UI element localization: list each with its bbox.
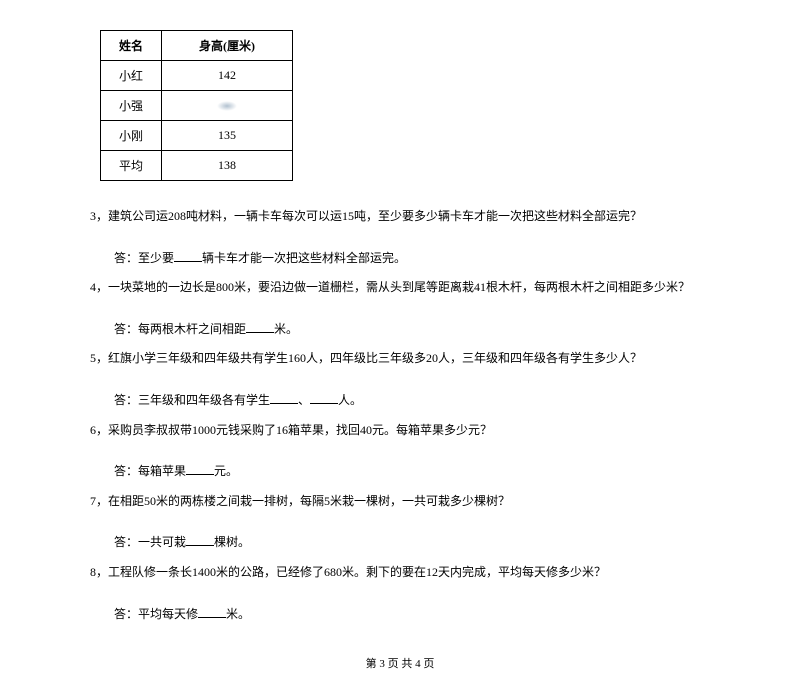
blank-field: [310, 391, 338, 404]
answer-6: 答：每箱苹果 元。: [114, 461, 710, 483]
cell-height: 142: [162, 61, 293, 91]
page-footer: 第 3 页 共 4 页: [90, 655, 710, 671]
question-4: 4，一块菜地的一边长是800米，要沿边做一道栅栏，需从头到尾等距离栽41根木杆，…: [90, 277, 710, 299]
blank-field: [198, 605, 226, 618]
ans-text: 、: [298, 393, 310, 407]
question-7: 7，在相距50米的两栋楼之间栽一排树，每隔5米栽一棵树，一共可栽多少棵树？: [90, 491, 710, 513]
blank-field: [246, 320, 274, 333]
table-row: 小强: [101, 91, 293, 121]
question-3: 3，建筑公司运208吨材料，一辆卡车每次可以运15吨，至少要多少辆卡车才能一次把…: [90, 206, 710, 228]
answer-8: 答：平均每天修 米。: [114, 604, 710, 626]
height-table: 姓名 身高(厘米) 小红 142 小强 小刚 135 平均 138: [100, 30, 293, 181]
question-8: 8，工程队修一条长1400米的公路，已经修了680米。剩下的要在12天内完成，平…: [90, 562, 710, 584]
blank-field: [186, 462, 214, 475]
cell-height: [162, 91, 293, 121]
ans-text: 元。: [214, 464, 238, 478]
table-row: 平均 138: [101, 151, 293, 181]
ans-text: 答：平均每天修: [114, 607, 198, 621]
cell-name: 平均: [101, 151, 162, 181]
ans-text: 答：一共可栽: [114, 535, 186, 549]
header-name: 姓名: [101, 31, 162, 61]
ans-text: 人。: [338, 393, 362, 407]
cell-name: 小红: [101, 61, 162, 91]
ans-text: 米。: [274, 322, 298, 336]
smudge-mark: [217, 101, 237, 111]
ans-text: 辆卡车才能一次把这些材料全部运完。: [202, 251, 406, 265]
cell-name: 小刚: [101, 121, 162, 151]
blank-field: [270, 391, 298, 404]
ans-text: 答：每两根木杆之间相距: [114, 322, 246, 336]
blank-field: [174, 249, 202, 262]
table-row: 小红 142: [101, 61, 293, 91]
blank-field: [186, 533, 214, 546]
answer-3: 答：至少要 辆卡车才能一次把这些材料全部运完。: [114, 248, 710, 270]
cell-height: 138: [162, 151, 293, 181]
ans-text: 答：至少要: [114, 251, 174, 265]
header-height: 身高(厘米): [162, 31, 293, 61]
ans-text: 答：每箱苹果: [114, 464, 186, 478]
question-6: 6，采购员李叔叔带1000元钱采购了16箱苹果，找回40元。每箱苹果多少元？: [90, 420, 710, 442]
cell-name: 小强: [101, 91, 162, 121]
answer-4: 答：每两根木杆之间相距 米。: [114, 319, 710, 341]
question-5: 5，红旗小学三年级和四年级共有学生160人，四年级比三年级多20人，三年级和四年…: [90, 348, 710, 370]
table-row: 小刚 135: [101, 121, 293, 151]
answer-7: 答：一共可栽 棵树。: [114, 532, 710, 554]
answer-5: 答：三年级和四年级各有学生 、 人。: [114, 390, 710, 412]
ans-text: 米。: [226, 607, 250, 621]
cell-height: 135: [162, 121, 293, 151]
ans-text: 答：三年级和四年级各有学生: [114, 393, 270, 407]
ans-text: 棵树。: [214, 535, 250, 549]
